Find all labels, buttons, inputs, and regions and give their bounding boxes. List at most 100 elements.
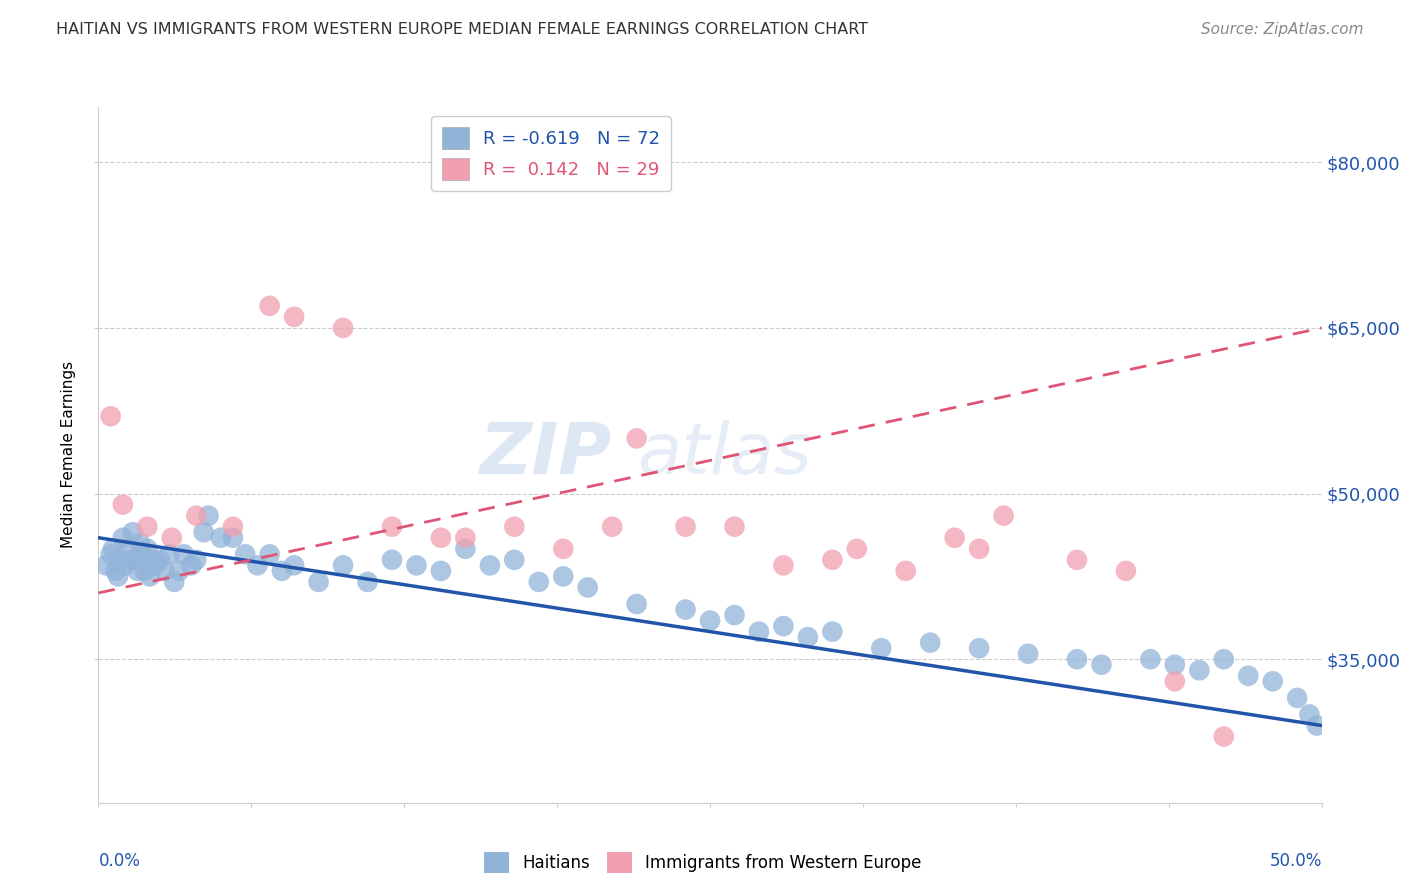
Point [1164, 657, 1187, 672]
Point [356, 574, 378, 589]
Point [149, 553, 172, 567]
Point [167, 564, 190, 578]
Point [1298, 707, 1320, 722]
Point [576, 581, 599, 595]
Point [332, 558, 354, 573]
Point [283, 558, 305, 573]
Point [222, 531, 245, 545]
Point [870, 641, 893, 656]
Point [943, 531, 966, 545]
Point [308, 574, 330, 589]
Point [430, 531, 453, 545]
Point [553, 541, 575, 556]
Point [723, 519, 745, 533]
Point [1188, 663, 1211, 677]
Point [772, 619, 794, 633]
Point [101, 541, 124, 556]
Point [127, 564, 149, 578]
Text: Source: ZipAtlas.com: Source: ZipAtlas.com [1201, 22, 1364, 37]
Point [117, 541, 139, 556]
Y-axis label: Median Female Earnings: Median Female Earnings [60, 361, 76, 549]
Point [283, 310, 305, 324]
Point [153, 564, 176, 578]
Text: 0.0%: 0.0% [98, 852, 141, 870]
Point [1212, 652, 1234, 666]
Point [430, 564, 453, 578]
Point [136, 519, 159, 533]
Point [797, 630, 820, 644]
Point [503, 553, 526, 567]
Point [454, 531, 477, 545]
Point [699, 614, 721, 628]
Point [157, 547, 180, 561]
Point [503, 519, 526, 533]
Point [993, 508, 1015, 523]
Point [111, 498, 134, 512]
Point [160, 531, 183, 545]
Point [134, 564, 156, 578]
Point [1066, 652, 1088, 666]
Point [143, 558, 166, 573]
Point [104, 564, 127, 578]
Point [1261, 674, 1284, 689]
Point [821, 624, 844, 639]
Point [454, 541, 477, 556]
Point [114, 558, 136, 573]
Point [186, 553, 208, 567]
Point [107, 569, 129, 583]
Point [163, 574, 186, 589]
Point [845, 541, 868, 556]
Point [111, 531, 134, 545]
Point [139, 569, 162, 583]
Point [121, 525, 143, 540]
Point [626, 597, 648, 611]
Point [270, 564, 294, 578]
Point [1212, 730, 1234, 744]
Point [1306, 718, 1329, 732]
Point [1286, 690, 1309, 705]
Point [1115, 564, 1137, 578]
Point [1017, 647, 1039, 661]
Point [894, 564, 917, 578]
Point [259, 547, 281, 561]
Point [381, 519, 404, 533]
Point [186, 508, 208, 523]
Point [553, 569, 575, 583]
Point [748, 624, 770, 639]
Point [967, 541, 990, 556]
Point [332, 321, 354, 335]
Point [136, 541, 159, 556]
Point [381, 553, 404, 567]
Point [675, 602, 697, 616]
Point [1237, 669, 1260, 683]
Point [100, 409, 122, 424]
Point [405, 558, 427, 573]
Point [1164, 674, 1187, 689]
Point [1066, 553, 1088, 567]
Text: HAITIAN VS IMMIGRANTS FROM WESTERN EUROPE MEDIAN FEMALE EARNINGS CORRELATION CHA: HAITIAN VS IMMIGRANTS FROM WESTERN EUROP… [56, 22, 869, 37]
Point [120, 553, 142, 567]
Point [1090, 657, 1112, 672]
Point [1139, 652, 1161, 666]
Point [124, 553, 146, 567]
Point [233, 547, 256, 561]
Point [141, 553, 163, 567]
Text: atlas: atlas [637, 420, 811, 490]
Point [626, 431, 648, 445]
Point [600, 519, 623, 533]
Point [222, 519, 245, 533]
Text: ZIP: ZIP [479, 420, 612, 490]
Point [209, 531, 232, 545]
Point [259, 299, 281, 313]
Legend: Haitians, Immigrants from Western Europe: Haitians, Immigrants from Western Europe [478, 846, 928, 880]
Point [675, 519, 697, 533]
Legend: R = -0.619   N = 72, R =  0.142   N = 29: R = -0.619 N = 72, R = 0.142 N = 29 [430, 116, 671, 191]
Point [173, 547, 195, 561]
Point [772, 558, 794, 573]
Point [197, 508, 219, 523]
Point [94, 558, 117, 573]
Point [723, 608, 745, 623]
Point [131, 547, 153, 561]
Text: 50.0%: 50.0% [1270, 852, 1322, 870]
Point [821, 553, 844, 567]
